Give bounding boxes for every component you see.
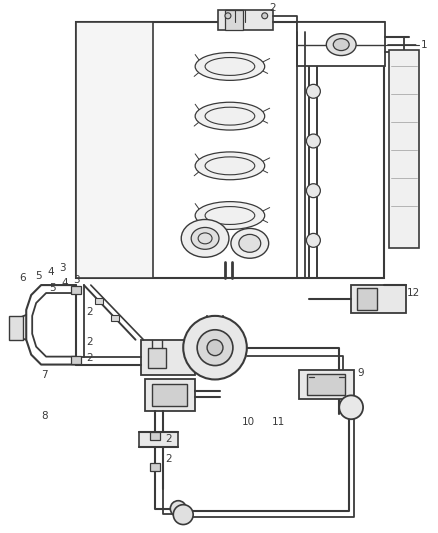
Text: 2: 2 bbox=[86, 307, 92, 317]
Ellipse shape bbox=[326, 34, 356, 55]
Bar bbox=[225, 10, 243, 30]
Bar bbox=[9, 316, 23, 340]
Circle shape bbox=[307, 134, 320, 148]
Circle shape bbox=[170, 500, 186, 516]
Bar bbox=[389, 50, 419, 248]
Circle shape bbox=[307, 84, 320, 98]
Text: 3: 3 bbox=[59, 263, 66, 273]
Circle shape bbox=[339, 395, 363, 419]
Text: 7: 7 bbox=[41, 369, 48, 379]
Ellipse shape bbox=[181, 220, 229, 257]
Circle shape bbox=[307, 184, 320, 198]
Text: 12: 12 bbox=[407, 288, 420, 298]
Bar bbox=[357, 288, 377, 310]
Ellipse shape bbox=[195, 152, 265, 180]
Text: 6: 6 bbox=[19, 273, 26, 283]
Text: 4: 4 bbox=[47, 267, 54, 277]
Bar bbox=[351, 285, 406, 313]
Text: 2: 2 bbox=[165, 434, 172, 444]
Bar bbox=[95, 298, 103, 304]
Text: 10: 10 bbox=[242, 417, 255, 427]
Bar bbox=[297, 22, 385, 67]
Text: 2: 2 bbox=[86, 337, 92, 346]
Text: 2: 2 bbox=[165, 454, 172, 464]
Text: 1: 1 bbox=[421, 39, 427, 50]
Text: 3: 3 bbox=[73, 275, 80, 285]
Ellipse shape bbox=[191, 228, 219, 249]
Circle shape bbox=[262, 13, 268, 19]
Ellipse shape bbox=[195, 201, 265, 229]
Circle shape bbox=[183, 316, 247, 379]
Ellipse shape bbox=[239, 235, 261, 252]
Circle shape bbox=[173, 505, 193, 524]
Circle shape bbox=[197, 330, 233, 366]
Bar bbox=[300, 369, 354, 399]
Text: 8: 8 bbox=[41, 411, 48, 421]
Text: 2: 2 bbox=[86, 353, 92, 362]
Text: 5: 5 bbox=[49, 283, 56, 293]
Bar bbox=[141, 340, 195, 375]
Text: 2: 2 bbox=[270, 3, 276, 13]
Ellipse shape bbox=[333, 39, 349, 51]
Text: 11: 11 bbox=[272, 417, 285, 427]
Bar bbox=[218, 10, 273, 30]
Circle shape bbox=[307, 233, 320, 247]
Bar bbox=[71, 286, 81, 294]
Ellipse shape bbox=[195, 102, 265, 130]
Bar bbox=[111, 315, 119, 321]
Text: 9: 9 bbox=[357, 368, 364, 377]
Bar bbox=[71, 356, 81, 364]
Bar bbox=[138, 432, 178, 447]
Circle shape bbox=[225, 13, 231, 19]
Bar bbox=[76, 22, 153, 278]
Bar bbox=[307, 374, 345, 395]
Ellipse shape bbox=[231, 229, 268, 259]
Circle shape bbox=[207, 340, 223, 356]
Bar bbox=[76, 22, 384, 278]
Text: 4: 4 bbox=[61, 278, 67, 288]
Text: 5: 5 bbox=[35, 271, 42, 281]
Bar bbox=[148, 348, 166, 368]
Bar bbox=[145, 379, 195, 411]
Bar bbox=[152, 384, 187, 406]
Bar bbox=[150, 463, 160, 471]
Ellipse shape bbox=[195, 53, 265, 80]
Bar bbox=[150, 432, 160, 440]
